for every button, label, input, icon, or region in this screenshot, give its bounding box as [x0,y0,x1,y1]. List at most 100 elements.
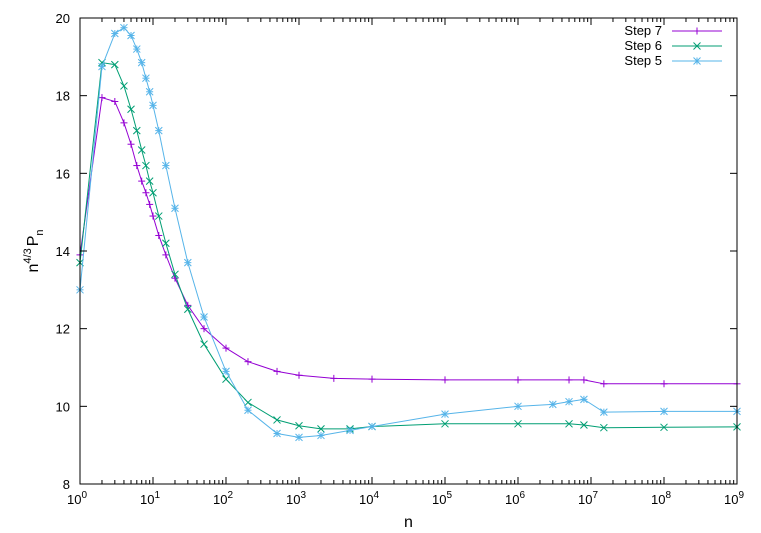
x-tick-label-base: 10 [432,492,446,507]
data-point [145,87,154,96]
data-point [142,189,150,197]
data-point [565,397,573,406]
data-point [368,422,376,431]
series-step-6 [76,58,741,433]
data-point [98,62,106,71]
x-tick-label-exponent: 9 [738,490,744,501]
data-point [138,177,146,185]
data-point [200,325,208,333]
x-tick-label-exponent: 0 [81,490,87,501]
x-tick-label-base: 10 [651,492,665,507]
series-step-7 [76,94,741,388]
data-point [600,380,608,388]
y-tick-label: 16 [56,166,70,181]
legend-item: Step 5 [624,53,722,68]
data-point [441,419,449,428]
data-point [149,101,157,110]
data-point [110,29,119,38]
x-tick-label-exponent: 7 [592,490,598,501]
data-point [162,239,170,248]
x-tick-label-base: 10 [286,492,300,507]
data-point [580,376,588,384]
data-point [171,204,179,213]
series-line [79,62,738,430]
data-point [580,421,588,429]
data-point [133,162,141,170]
x-tick-label-base: 10 [505,492,519,507]
data-point [244,398,252,407]
y-label-base: n [25,264,42,273]
data-point [693,42,701,50]
data-point [149,188,157,197]
y-axis-label: n4/3Pn [22,230,46,273]
x-tick-label-exponent: 8 [665,490,671,501]
data-point [317,425,325,433]
data-point [244,358,252,366]
x-tick-label-exponent: 6 [519,490,525,501]
data-point [132,45,141,53]
series-step-5 [76,23,741,442]
data-point [162,251,170,259]
plot-frame [79,17,738,485]
x-tick-label: 106 [505,490,525,507]
data-point [127,105,135,114]
data-point [330,374,338,382]
y-label-subscript: n [34,230,46,236]
x-tick-label: 105 [432,490,452,507]
x-tick-label-base: 10 [724,492,738,507]
data-point [127,31,135,40]
data-point [295,433,303,442]
data-point [146,200,154,208]
data-point [580,395,588,404]
data-point [149,212,157,220]
legend-label: Step 5 [624,53,662,68]
data-point [184,301,192,309]
data-point [154,126,163,135]
data-point [317,431,325,440]
x-tick-label: 102 [213,490,233,507]
data-point [600,423,608,432]
x-tick-label: 109 [724,490,744,507]
data-point [693,27,701,35]
data-point [132,126,141,135]
data-point [273,429,281,438]
data-point [514,376,522,384]
data-point [200,340,208,349]
x-tick-label: 104 [359,490,379,507]
legend-item: Step 6 [624,38,722,53]
series-layer [76,23,741,442]
y-tick-label: 12 [56,322,70,337]
data-point [98,94,106,102]
data-point [565,376,573,384]
legend-label: Step 6 [624,38,662,53]
y-tick-label: 10 [56,399,70,414]
data-point [145,177,154,185]
y-label-exponent: 4/3 [22,248,34,263]
x-axis-label: n [404,514,413,531]
data-point [111,97,119,105]
data-point [155,231,163,239]
x-tick-label-base: 10 [67,492,81,507]
data-point [183,258,192,267]
data-point [693,57,701,65]
data-point [127,140,135,148]
x-tick-label-base: 10 [213,492,227,507]
y-tick-label: 8 [63,477,70,492]
data-point [110,60,119,69]
data-point [660,380,668,388]
data-point [295,421,303,430]
data-point [368,375,376,383]
data-point [171,274,179,282]
legend-item: Step 7 [624,23,722,38]
x-tick-label: 107 [578,490,598,507]
series-line [79,96,737,385]
x-tick-label: 100 [67,490,87,507]
x-tick-label-base: 10 [140,492,154,507]
data-point [514,419,522,428]
x-tick-label: 108 [651,490,671,507]
data-point [154,212,163,220]
y-tick-label: 20 [56,11,70,26]
data-point [244,406,252,415]
